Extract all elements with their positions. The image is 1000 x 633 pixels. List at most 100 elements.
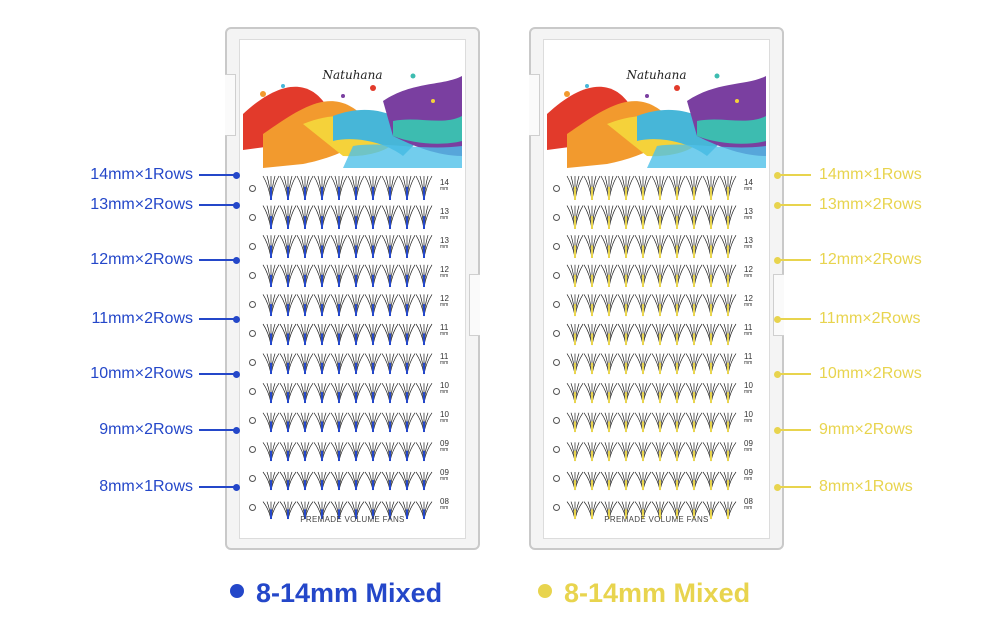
lash-fan: [702, 235, 720, 259]
callout-dot: [233, 202, 240, 209]
lash-fan: [566, 264, 584, 288]
lash-fan: [651, 264, 669, 288]
lash-fan: [398, 235, 416, 259]
lash-fan: [364, 353, 382, 375]
length-value: 12: [440, 294, 449, 303]
length-unit: mm: [744, 244, 753, 250]
lash-fan: [279, 175, 297, 201]
lash-fan: [381, 323, 399, 346]
length-label: 11 mm: [744, 324, 752, 338]
callout-dot: [774, 202, 781, 209]
lash-fan: [566, 501, 584, 520]
lash-fan: [719, 353, 737, 375]
lash-fan: [313, 471, 331, 491]
lash-fan: [279, 412, 297, 433]
lash-fan: [651, 382, 669, 404]
lash-fan: [279, 205, 297, 230]
callout-dot: [774, 172, 781, 179]
row-hole: [553, 214, 560, 221]
lash-fan: [381, 205, 399, 230]
lash-fan: [634, 382, 652, 404]
lash-fan: [415, 382, 433, 404]
lash-fan: [583, 323, 601, 346]
lash-fan: [617, 501, 635, 520]
lash-fan: [651, 205, 669, 230]
tray-side-tab: [469, 274, 480, 336]
lash-fan: [668, 323, 686, 346]
lash-fan: [313, 442, 331, 462]
lash-tray-yellow: Natuhana 14 mm 13 mm 13 mm 12 mm 12 mm 11 mm 11 mm 10 m…: [529, 27, 784, 550]
lash-fan: [702, 175, 720, 201]
lash-fan: [364, 264, 382, 288]
row-hole: [249, 330, 256, 337]
length-value: 12: [744, 294, 753, 303]
lash-fan: [719, 412, 737, 433]
lash-fan: [296, 471, 314, 491]
length-label: 13 mm: [744, 237, 753, 251]
lash-fan: [634, 353, 652, 375]
callout-label-left: 11mm×2Rows: [91, 310, 193, 327]
lash-fan: [566, 175, 584, 201]
lash-fan: [313, 412, 331, 433]
length-unit: mm: [440, 505, 449, 511]
lash-fan: [262, 501, 280, 520]
lash-fan: [719, 205, 737, 230]
lash-fan: [381, 353, 399, 375]
lash-fan: [583, 471, 601, 491]
lash-fan: [600, 442, 618, 462]
lash-fan: [347, 382, 365, 404]
lash-fan: [347, 294, 365, 317]
length-unit: mm: [744, 389, 753, 395]
lash-fan: [330, 501, 348, 520]
callout-line: [778, 259, 811, 261]
callout-line: [778, 486, 811, 488]
lash-fan: [668, 412, 686, 433]
lash-fan: [398, 175, 416, 201]
lash-fan: [364, 294, 382, 317]
callout-line: [199, 373, 235, 375]
lash-fan: [313, 323, 331, 346]
callout-dot: [774, 427, 781, 434]
callout-dot: [233, 427, 240, 434]
lash-fan: [617, 235, 635, 259]
callout-line: [778, 204, 811, 206]
lash-fan: [330, 442, 348, 462]
length-unit: mm: [440, 215, 449, 221]
lash-fan: [617, 205, 635, 230]
lash-fan: [313, 205, 331, 230]
lash-fan: [583, 442, 601, 462]
brand-logo: Natuhana: [626, 68, 687, 82]
lash-fan: [583, 353, 601, 375]
callout-dot: [233, 172, 240, 179]
length-value: 13: [744, 207, 753, 216]
row-hole: [249, 301, 256, 308]
lash-fan: [398, 412, 416, 433]
length-label: 10 mm: [744, 382, 753, 396]
lash-fan: [313, 235, 331, 259]
lash-fan: [668, 235, 686, 259]
lash-fan: [364, 412, 382, 433]
lash-fan-grid: [566, 175, 737, 520]
length-label: 09 mm: [744, 440, 753, 454]
callout-line: [199, 204, 235, 206]
lash-fan: [600, 235, 618, 259]
lash-fan: [634, 175, 652, 201]
lash-fan: [296, 205, 314, 230]
lash-fan: [330, 471, 348, 491]
lash-fan: [719, 264, 737, 288]
length-value: 10: [440, 381, 449, 390]
lash-fan: [364, 442, 382, 462]
row-hole: [249, 475, 256, 482]
lash-fan: [668, 501, 686, 520]
length-unit: mm: [744, 360, 753, 366]
lash-fan: [279, 471, 297, 491]
lash-fan: [617, 264, 635, 288]
length-label: 11 mm: [440, 353, 448, 367]
length-label: 13 mm: [440, 237, 449, 251]
lash-fan: [583, 264, 601, 288]
row-hole: [249, 272, 256, 279]
length-value: 12: [744, 265, 753, 274]
lash-fan: [381, 294, 399, 317]
lash-fan: [330, 235, 348, 259]
lash-fan: [415, 235, 433, 259]
